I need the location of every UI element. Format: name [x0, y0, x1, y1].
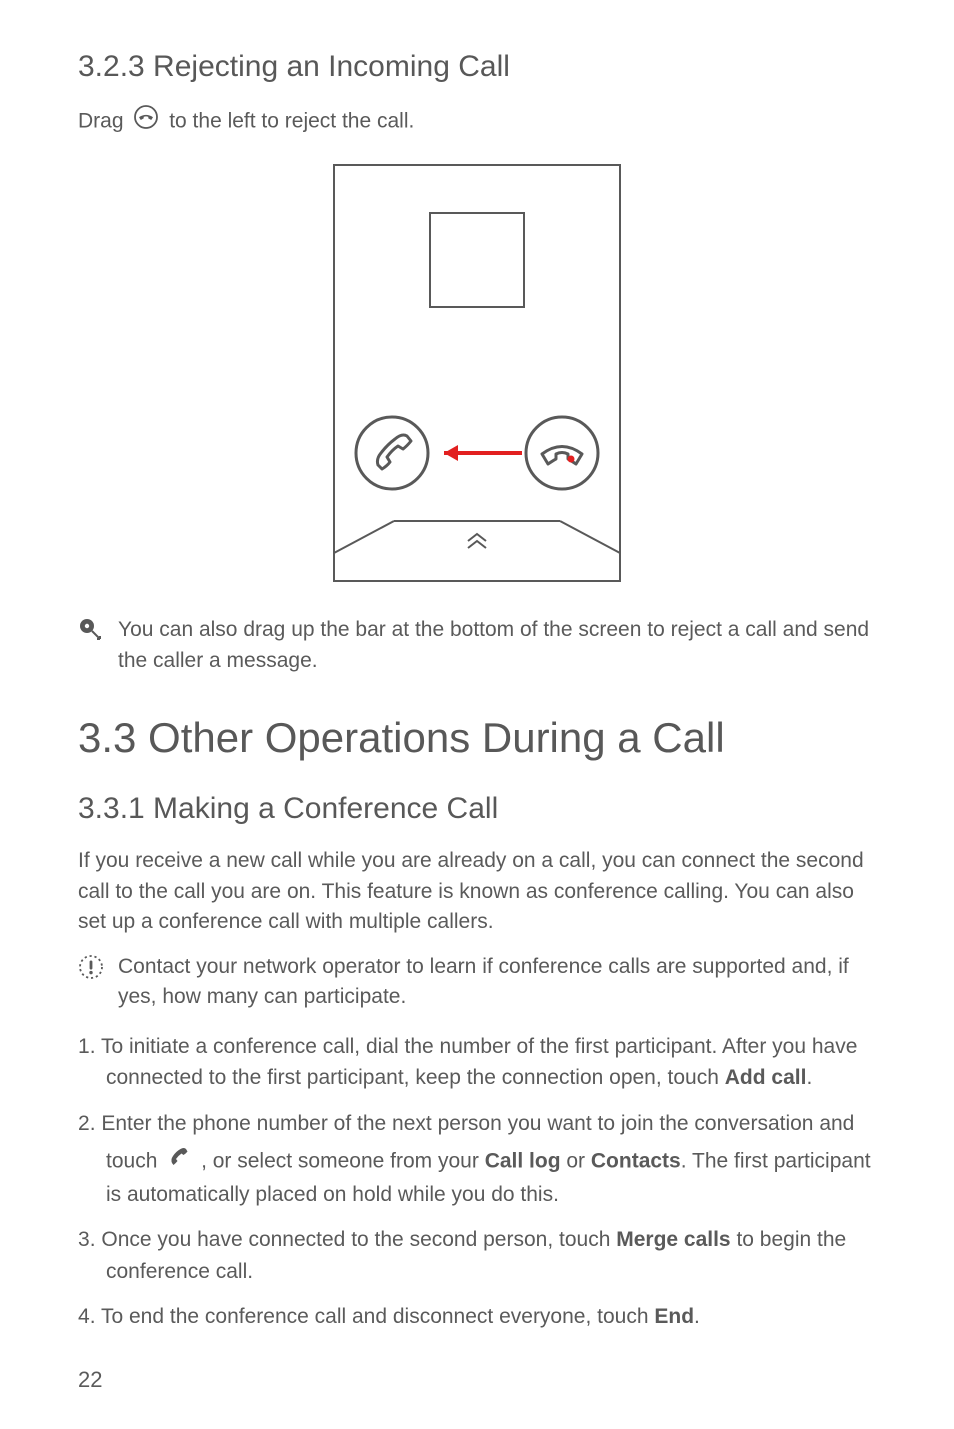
alert-row: Contact your network operator to learn i… [78, 952, 876, 1013]
drag-pre: Drag [78, 109, 129, 132]
drag-post: to the left to reject the call. [169, 109, 414, 132]
s2-mid2: or [561, 1149, 591, 1172]
alert-icon [78, 954, 104, 985]
s3-pre: Once you have connected to the second pe… [101, 1228, 616, 1251]
step-2: Enter the phone number of the next perso… [78, 1108, 876, 1211]
hangup-circle-icon [133, 104, 159, 139]
step-1: To initiate a conference call, dial the … [78, 1031, 876, 1094]
heading-3-3-1: 3.3.1 Making a Conference Call [78, 792, 876, 826]
s1-bold: Add call [725, 1066, 807, 1089]
heading-3-3: 3.3 Other Operations During a Call [78, 714, 876, 762]
page-number: 22 [78, 1367, 102, 1393]
steps-list: To initiate a conference call, dial the … [78, 1031, 876, 1333]
s3-bold: Merge calls [616, 1228, 730, 1251]
note-text: You can also drag up the bar at the bott… [118, 615, 876, 676]
heading-3-2-3: 3.2.3 Rejecting an Incoming Call [78, 50, 876, 84]
s2-mid1: , or select someone from your [201, 1149, 485, 1172]
s4-bold: End [654, 1305, 694, 1328]
s2-line1: Enter the phone number of the next perso… [101, 1112, 854, 1135]
conf-intro: If you receive a new call while you are … [78, 846, 876, 937]
s4-post: . [694, 1305, 700, 1328]
s2-bold2: Contacts [591, 1149, 681, 1172]
alert-text: Contact your network operator to learn i… [118, 952, 876, 1013]
s2-bold1: Call log [485, 1149, 561, 1172]
s2-pre: touch [106, 1149, 163, 1172]
reject-call-figure [78, 163, 876, 583]
s1-post: . [806, 1066, 812, 1089]
step-3: Once you have connected to the second pe… [78, 1224, 876, 1287]
phone-handset-icon [167, 1145, 191, 1179]
drag-instruction: Drag to the left to reject the call. [78, 104, 876, 139]
step-4: To end the conference call and disconnec… [78, 1301, 876, 1333]
note-row: You can also drag up the bar at the bott… [78, 615, 876, 676]
s4-pre: To end the conference call and disconnec… [101, 1305, 654, 1328]
tip-icon [78, 617, 104, 648]
